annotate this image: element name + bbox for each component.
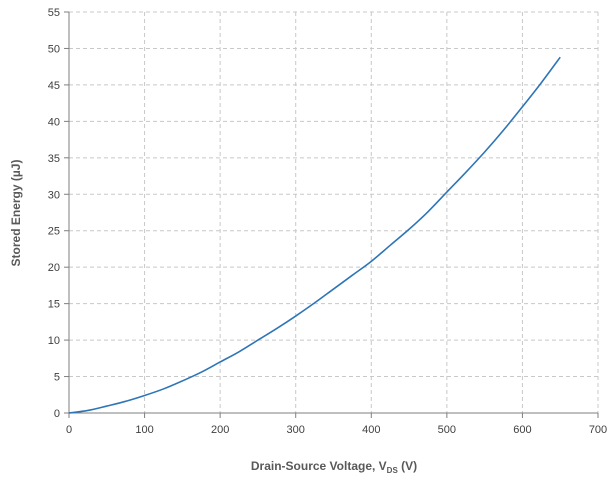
- x-tick-label: 700: [589, 424, 607, 436]
- y-tick-label: 0: [54, 408, 60, 420]
- y-tick-label: 25: [48, 226, 60, 238]
- x-tick-label: 100: [135, 424, 153, 436]
- x-tick-label: 200: [211, 424, 229, 436]
- x-tick-label: 500: [438, 424, 456, 436]
- y-tick-label: 55: [48, 7, 60, 19]
- y-tick-label: 20: [48, 262, 60, 274]
- y-tick-label: 40: [48, 116, 60, 128]
- y-tick-label: 35: [48, 153, 60, 165]
- x-tick-label: 300: [287, 424, 305, 436]
- y-tick-label: 15: [48, 299, 60, 311]
- x-axis-title: Drain-Source Voltage, VDS (V): [251, 459, 417, 475]
- axes: [64, 11, 599, 418]
- y-tick-label: 50: [48, 43, 60, 55]
- y-tick-label: 10: [48, 335, 60, 347]
- x-tick-label: 600: [513, 424, 531, 436]
- x-axis-title-main: Drain-Source Voltage, V: [251, 459, 387, 473]
- x-axis-title-unit: (V): [398, 459, 417, 473]
- series-line: [68, 56, 561, 414]
- x-tick-label: 0: [66, 424, 72, 436]
- y-tick-label: 45: [48, 80, 60, 92]
- y-axis-title: Stored Energy (µJ): [9, 160, 23, 267]
- y-tick-label: 30: [48, 189, 60, 201]
- x-tick-labels: 0 100 200 300 400 500 600 700: [66, 424, 607, 436]
- y-tick-labels: 0 5 10 15 20 25 30 35 40 45 50 55: [48, 7, 60, 420]
- y-tick-label: 5: [54, 372, 60, 384]
- x-axis-title-subscript: DS: [387, 466, 399, 475]
- x-tick-label: 400: [362, 424, 380, 436]
- grid: [69, 11, 599, 413]
